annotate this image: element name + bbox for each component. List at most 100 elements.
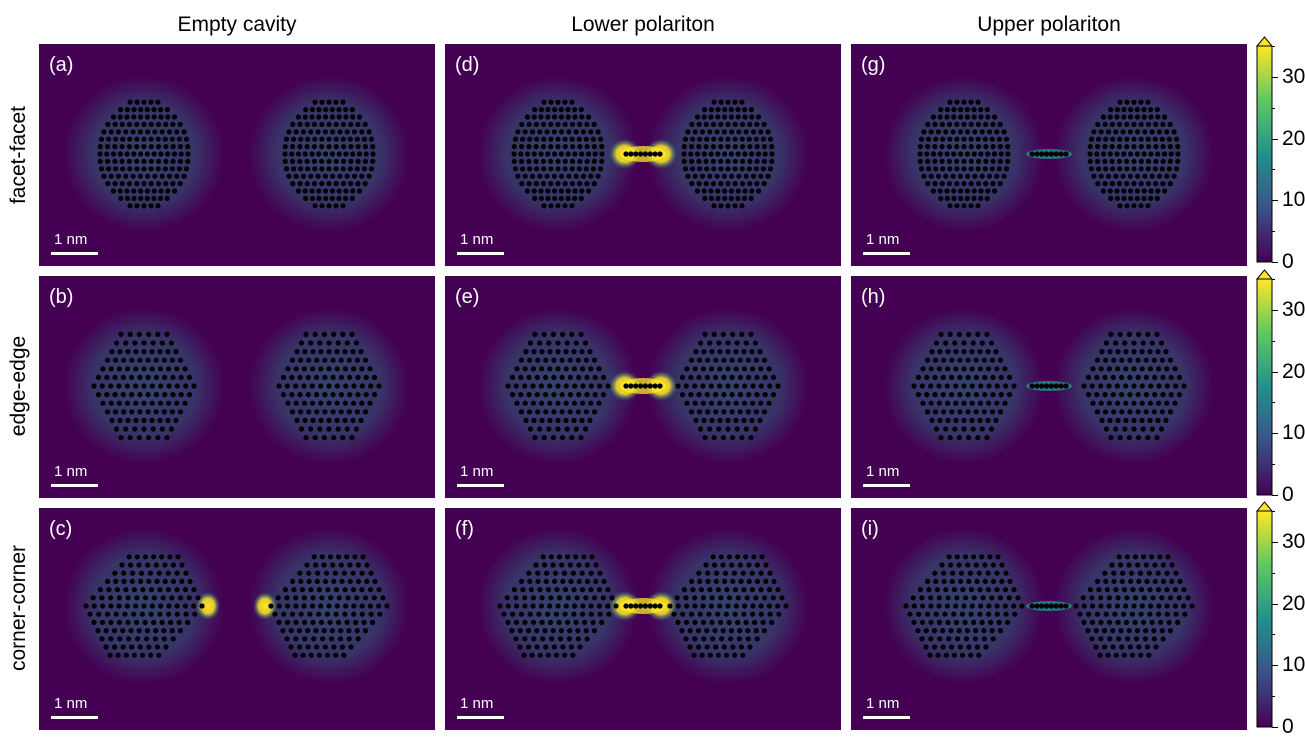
right-particle-atom — [344, 173, 350, 179]
left-particle-atom — [166, 400, 172, 406]
chain-atom — [1058, 383, 1064, 389]
left-particle-atom — [570, 570, 576, 576]
right-particle-atom — [1110, 628, 1116, 634]
right-particle-atom — [1127, 392, 1133, 398]
right-particle-atom — [701, 349, 707, 355]
right-particle-atom — [340, 331, 346, 337]
left-particle-atom — [563, 383, 569, 389]
right-particle-atom — [312, 203, 318, 209]
left-particle-atom — [964, 114, 970, 120]
left-particle-atom — [961, 166, 967, 172]
right-particle-atom — [756, 188, 762, 194]
left-particle-atom — [529, 173, 536, 179]
left-particle-atom — [526, 181, 532, 187]
panel-label: (e) — [455, 286, 480, 308]
right-particle-atom — [1094, 357, 1101, 363]
right-particle-atom — [357, 114, 363, 120]
right-particle-atom — [708, 383, 714, 389]
right-particle-atom — [1098, 173, 1104, 179]
right-particle-atom — [1153, 158, 1159, 164]
left-particle-atom — [997, 121, 1003, 127]
right-particle-atom — [333, 99, 339, 105]
left-particle-atom — [987, 554, 993, 560]
left-particle-atom — [927, 652, 933, 658]
right-particle-atom — [751, 554, 757, 560]
left-particle-atom — [551, 409, 557, 415]
right-particle-atom — [775, 603, 781, 609]
right-particle-atom — [304, 158, 310, 164]
right-particle-atom — [1095, 181, 1101, 187]
left-particle-atom — [963, 636, 970, 642]
left-particle-atom — [172, 114, 178, 120]
left-particle-atom — [157, 587, 163, 593]
right-particle-atom — [706, 611, 712, 617]
right-particle-atom — [1164, 400, 1170, 406]
left-particle-atom — [982, 562, 988, 568]
right-particle-atom — [336, 595, 342, 601]
left-particle-atom — [976, 652, 982, 658]
left-particle-atom — [943, 340, 949, 346]
left-particle-atom — [113, 578, 119, 584]
right-particle-atom — [1173, 136, 1180, 142]
right-particle-atom — [316, 107, 322, 113]
right-particle-atom — [745, 628, 751, 634]
left-particle-atom — [580, 611, 586, 617]
left-particle-atom — [165, 114, 171, 120]
left-particle-atom — [989, 409, 995, 415]
left-particle-atom — [924, 611, 931, 617]
left-particle-atom — [183, 611, 189, 617]
left-particle-atom — [547, 603, 553, 609]
left-particle-atom — [124, 188, 130, 194]
right-particle-atom — [1120, 570, 1126, 576]
right-particle-atom — [769, 619, 775, 625]
right-particle-atom — [289, 392, 295, 398]
right-particle-atom — [344, 554, 350, 560]
left-particle-atom — [994, 366, 1000, 372]
right-particle-atom — [1145, 166, 1151, 172]
right-particle-atom — [692, 129, 698, 135]
left-particle-atom — [544, 129, 550, 135]
left-particle-atom — [113, 409, 119, 415]
left-particle-atom — [947, 136, 953, 142]
right-particle-atom — [343, 188, 349, 194]
right-particle-atom — [302, 349, 308, 355]
right-particle-atom — [354, 628, 360, 634]
left-particle-atom — [555, 400, 561, 406]
right-particle-atom — [1124, 136, 1130, 142]
left-particle-atom — [185, 151, 191, 157]
left-particle-atom — [569, 203, 575, 209]
right-particle-atom — [321, 628, 327, 634]
left-particle-atom — [945, 400, 951, 406]
right-particle-atom — [742, 107, 748, 113]
left-particle-atom — [1005, 151, 1011, 157]
left-particle-atom — [580, 383, 586, 389]
left-particle-atom — [1005, 619, 1011, 625]
panel-facet-empty: (a) 1 nm — [39, 44, 435, 266]
right-particle-atom — [765, 173, 771, 179]
right-particle-atom — [361, 136, 367, 142]
chain-atom — [1043, 603, 1050, 609]
right-particle-atom — [1141, 619, 1147, 625]
right-particle-atom — [1160, 562, 1166, 568]
left-particle-atom — [584, 636, 590, 642]
left-particle-atom — [962, 619, 968, 625]
left-particle-atom — [148, 136, 154, 142]
left-particle-atom — [156, 158, 162, 164]
left-particle-atom — [532, 435, 538, 441]
left-particle-atom — [941, 578, 947, 584]
right-particle-atom — [760, 166, 766, 172]
right-particle-atom — [1113, 340, 1119, 346]
left-particle-atom — [151, 151, 157, 157]
right-particle-atom — [1155, 114, 1161, 120]
right-particle-atom — [1148, 195, 1154, 201]
right-particle-atom — [705, 357, 711, 363]
right-particle-atom — [761, 121, 767, 127]
right-particle-atom — [370, 619, 376, 625]
right-particle-atom — [333, 166, 339, 172]
right-particle-atom — [1107, 188, 1113, 194]
right-particle-atom — [758, 400, 764, 406]
left-particle-atom — [548, 166, 554, 172]
left-particle-atom — [936, 366, 942, 372]
left-particle-atom — [978, 188, 984, 194]
right-particle-atom — [1153, 644, 1159, 650]
